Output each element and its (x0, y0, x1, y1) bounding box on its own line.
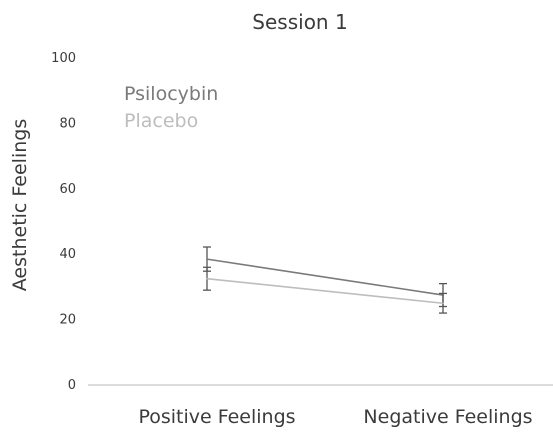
x-tick-label: Positive Feelings (138, 406, 295, 428)
data-point (442, 302, 444, 305)
y-axis-title: Aesthetic Feelings (9, 119, 31, 291)
y-tick-label: 40 (59, 247, 76, 262)
x-tick-label: Negative Feelings (363, 406, 532, 428)
x-tick-labels: Positive Feelings Negative Feelings (138, 406, 532, 428)
y-tick-label: 60 (59, 182, 76, 197)
y-tick-label: 0 (68, 378, 76, 393)
legend: Psilocybin Placebo (124, 83, 218, 132)
plot-area (203, 246, 447, 314)
legend-entry: Placebo (124, 110, 198, 132)
y-tick-label: 80 (59, 116, 76, 131)
chart-title: Session 1 (252, 10, 347, 34)
data-point (206, 277, 208, 280)
y-tick-label: 20 (59, 313, 76, 328)
series-line (206, 277, 444, 305)
y-tick-labels: 0 20 40 60 80 100 (51, 51, 76, 393)
y-tick-label: 100 (51, 51, 76, 66)
data-point (206, 258, 208, 260)
legend-entry: Psilocybin (124, 83, 218, 105)
series-line (206, 258, 444, 296)
